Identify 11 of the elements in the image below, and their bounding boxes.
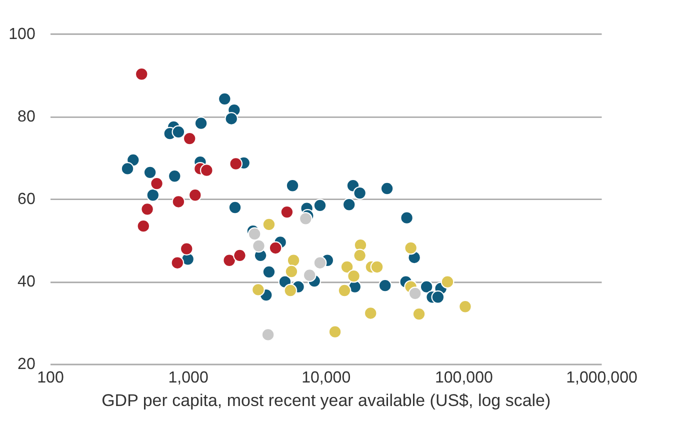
x-tick-label: 100,000 bbox=[434, 368, 493, 386]
x-tick-label: 1,000 bbox=[168, 368, 208, 386]
y-tick-label: 60 bbox=[18, 190, 36, 208]
x-tick-label: 1,000,000 bbox=[566, 368, 638, 386]
y-tick-label: 40 bbox=[18, 272, 36, 291]
y-tick-label: 100 bbox=[8, 24, 36, 43]
y-tick-label: 80 bbox=[18, 107, 36, 126]
x-tick-label: 100 bbox=[37, 368, 64, 386]
y-tick-label: 20 bbox=[18, 355, 36, 374]
x-tick-label: 10,000 bbox=[302, 368, 351, 386]
x-axis-title: GDP per capita, most recent year available (US$, log scale) bbox=[102, 391, 551, 410]
